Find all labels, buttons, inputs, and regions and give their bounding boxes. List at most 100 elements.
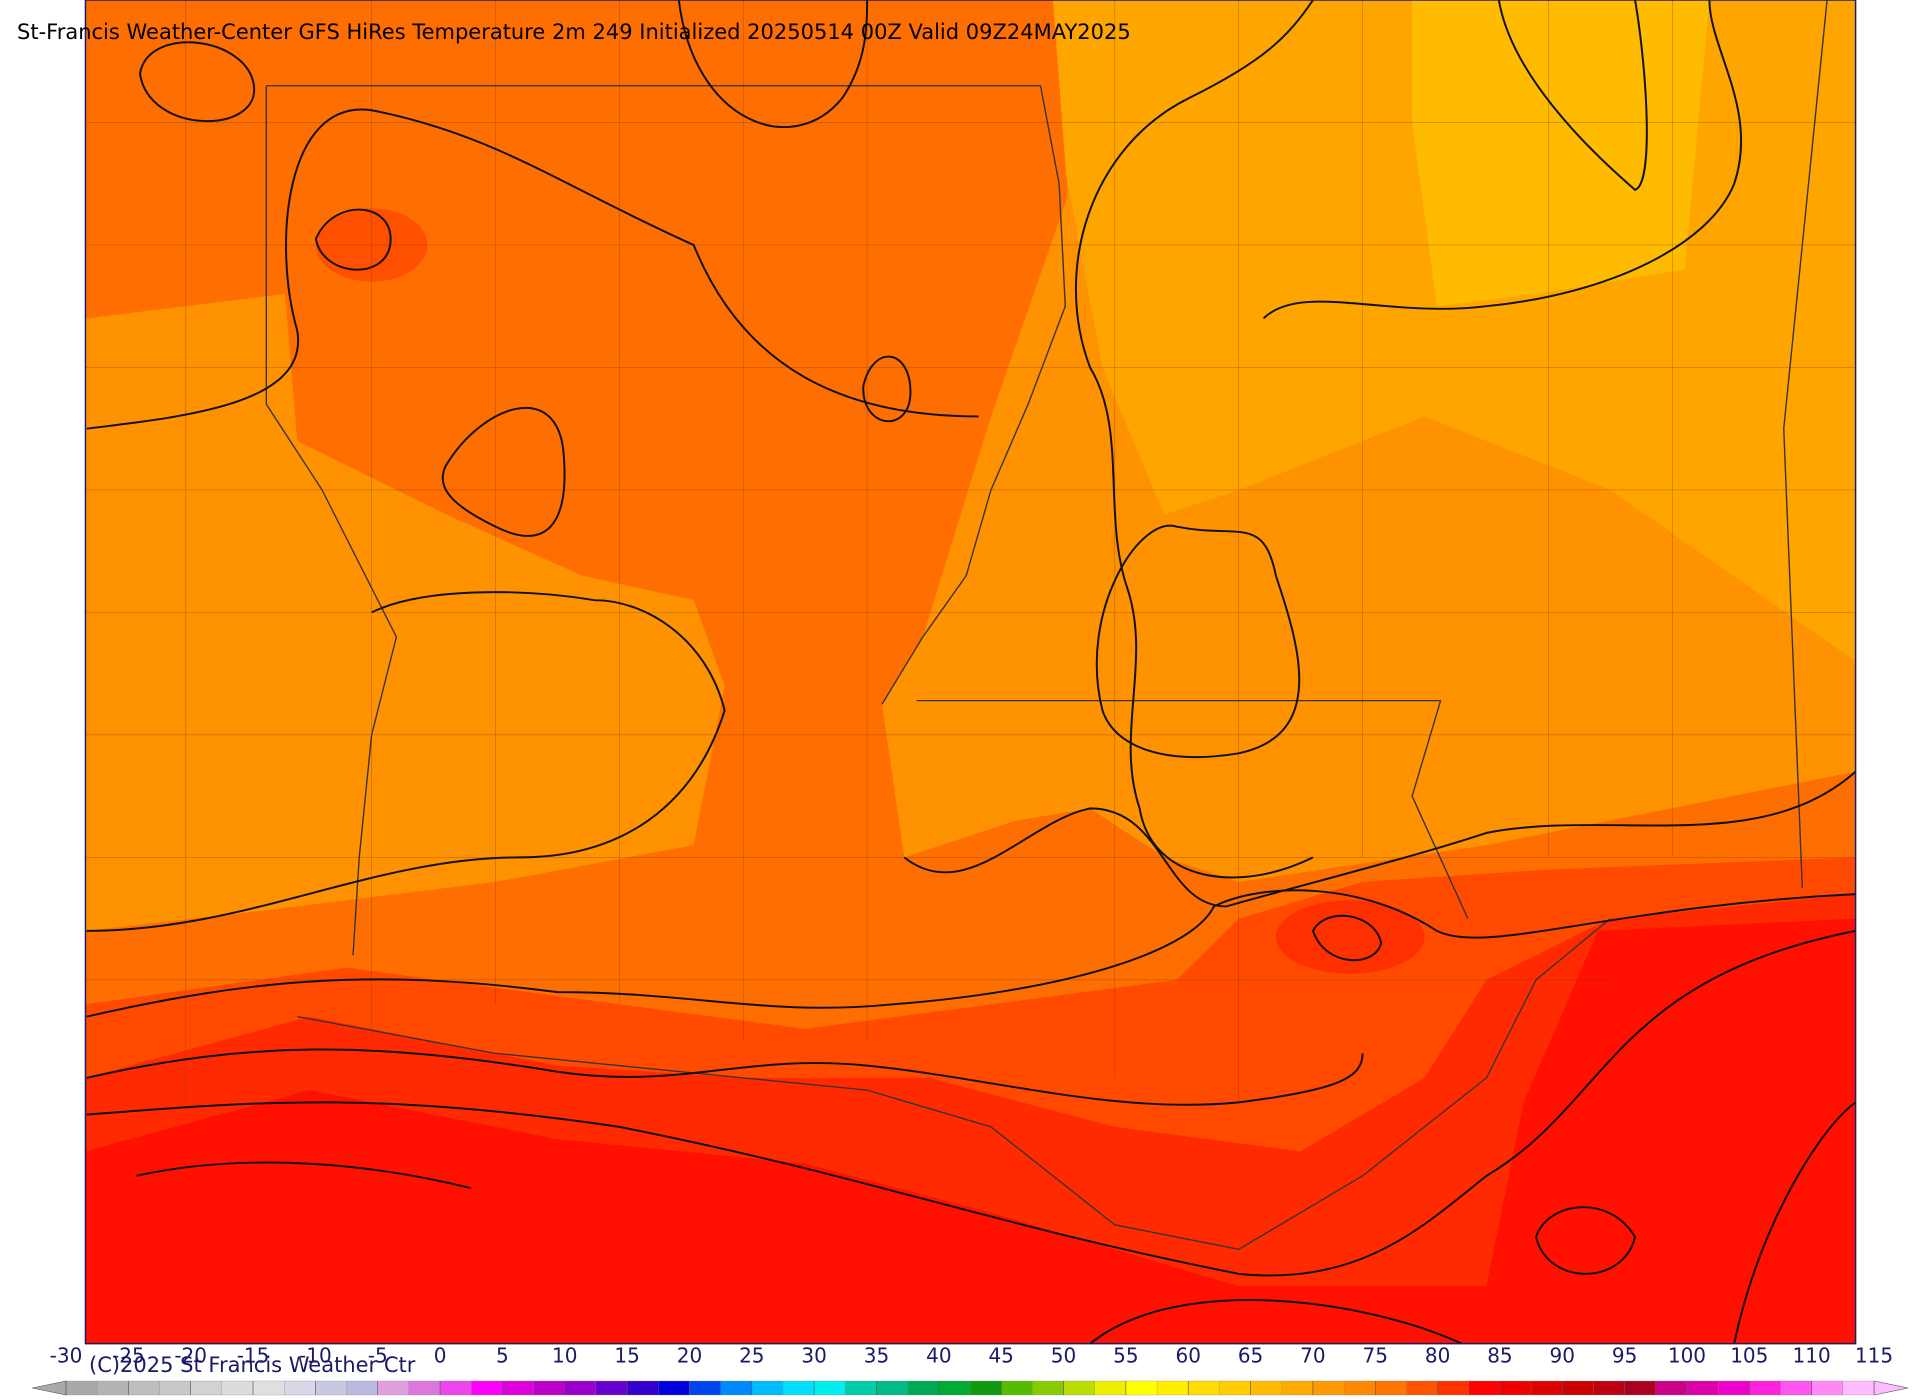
colorbar-tick-label: -5 [368,1344,388,1368]
colorbar-tick-label: 65 [1238,1344,1263,1368]
color-swatch [564,1380,597,1396]
color-swatch [658,1380,691,1396]
color-swatch [1811,1380,1844,1396]
color-swatch [1624,1380,1657,1396]
colorbar-tick-label: -15 [237,1344,270,1368]
color-swatch [1562,1380,1595,1396]
colorbar-tick-label: 85 [1487,1344,1512,1368]
color-swatch [439,1380,472,1396]
colorbar-tick-label: -25 [112,1344,145,1368]
colorbar-tick-label: 15 [614,1344,639,1368]
state-borders [265,0,1828,1251]
colorbar-tick-label: -10 [299,1344,332,1368]
colorbar-tick-label: -30 [50,1344,83,1368]
temp-fill-spot [1275,900,1425,974]
color-swatch [377,1380,410,1396]
colorbar-arrow-high [1873,1380,1909,1396]
colorbar-tick-label: 30 [801,1344,826,1368]
color-swatch [346,1380,379,1396]
color-swatch [1094,1380,1127,1396]
color-swatch [1219,1380,1252,1396]
colorbar: -30 -25 -20 -15 -10 -5 0 5 10 15 20 25 30 35 40 45 50 55 6… [31,1344,1909,1396]
contours [86,0,1857,1345]
color-swatch [689,1380,722,1396]
colorbar-tick-label: 90 [1550,1344,1575,1368]
color-swatch [1749,1380,1782,1396]
colorbar-tick-label: 45 [988,1344,1013,1368]
color-swatch [782,1380,815,1396]
color-swatch [1375,1380,1408,1396]
color-swatch [907,1380,940,1396]
color-swatch [1281,1380,1314,1396]
colorbar-tick-label: 75 [1363,1344,1388,1368]
colorbar-tick-label: 0 [434,1344,447,1368]
color-swatch [1063,1380,1096,1396]
color-swatch [1780,1380,1813,1396]
colorbar-tick-label: 80 [1425,1344,1450,1368]
colorbar-tick-label: 40 [926,1344,951,1368]
color-swatch [751,1380,784,1396]
color-swatch [1717,1380,1750,1396]
colorbar-arrow-low [31,1380,67,1396]
color-swatch [65,1380,98,1396]
color-swatch [1032,1380,1065,1396]
colorbar-tick-label: 35 [864,1344,889,1368]
color-swatch [938,1380,971,1396]
color-swatch [190,1380,223,1396]
color-swatch [1842,1380,1875,1396]
colorbar-tick-label: 110 [1793,1344,1831,1368]
map-frame [84,0,1857,1345]
color-swatch [471,1380,504,1396]
color-swatch [626,1380,659,1396]
colorbar-tick-label: 100 [1668,1344,1706,1368]
color-swatch [221,1380,254,1396]
color-swatch [1156,1380,1189,1396]
color-swatch [1001,1380,1033,1396]
colorbar-tick-label: 25 [739,1344,764,1368]
copyright: (C)2025 St Francis Weather Ctr [89,1353,416,1377]
colorbar-tick-label: 55 [1113,1344,1138,1368]
colorbar-tick-label: 10 [552,1344,577,1368]
colorbar-tick-label: 95 [1612,1344,1637,1368]
colorbar-tick-label: 5 [496,1344,509,1368]
color-swatch [1125,1380,1158,1396]
map-title: St-Francis Weather-Center GFS HiRes Temp… [17,20,1131,44]
color-swatch [1250,1380,1283,1396]
colorbar-tick-label: -20 [174,1344,207,1368]
color-swatch [813,1380,846,1396]
temp-fill-red [85,918,1856,1344]
color-swatch [720,1380,753,1396]
color-swatch [1655,1380,1688,1396]
color-swatch [1530,1380,1563,1396]
color-swatch [1312,1380,1345,1396]
color-swatch [969,1380,1002,1396]
colorbar-tick-label: 70 [1300,1344,1325,1368]
color-swatch [595,1380,628,1396]
color-swatch [1343,1380,1376,1396]
color-swatch [1593,1380,1626,1396]
color-swatch [1406,1380,1439,1396]
color-swatch [1437,1380,1470,1396]
color-swatch [128,1380,161,1396]
color-swatch [252,1380,285,1396]
colorbar-tick-label: 50 [1051,1344,1076,1368]
color-swatch [1686,1380,1719,1396]
temp-fill-yellow [1412,0,1710,307]
colorbar-tick-label: 20 [677,1344,702,1368]
colorbar-tick-label: 60 [1175,1344,1200,1368]
county-lines [85,0,1856,1103]
color-swatch [533,1380,566,1396]
colorbar-tick-label: 115 [1855,1344,1893,1368]
color-swatch [408,1380,441,1396]
map [84,0,1857,1345]
color-swatch [502,1380,535,1396]
color-swatch [845,1380,878,1396]
color-swatch [97,1380,129,1396]
color-swatch [315,1380,348,1396]
color-swatch [1188,1380,1221,1396]
color-swatch [876,1380,909,1396]
color-swatch [284,1380,317,1396]
colorbar-tick-label: 105 [1730,1344,1768,1368]
color-swatch [1468,1380,1501,1396]
